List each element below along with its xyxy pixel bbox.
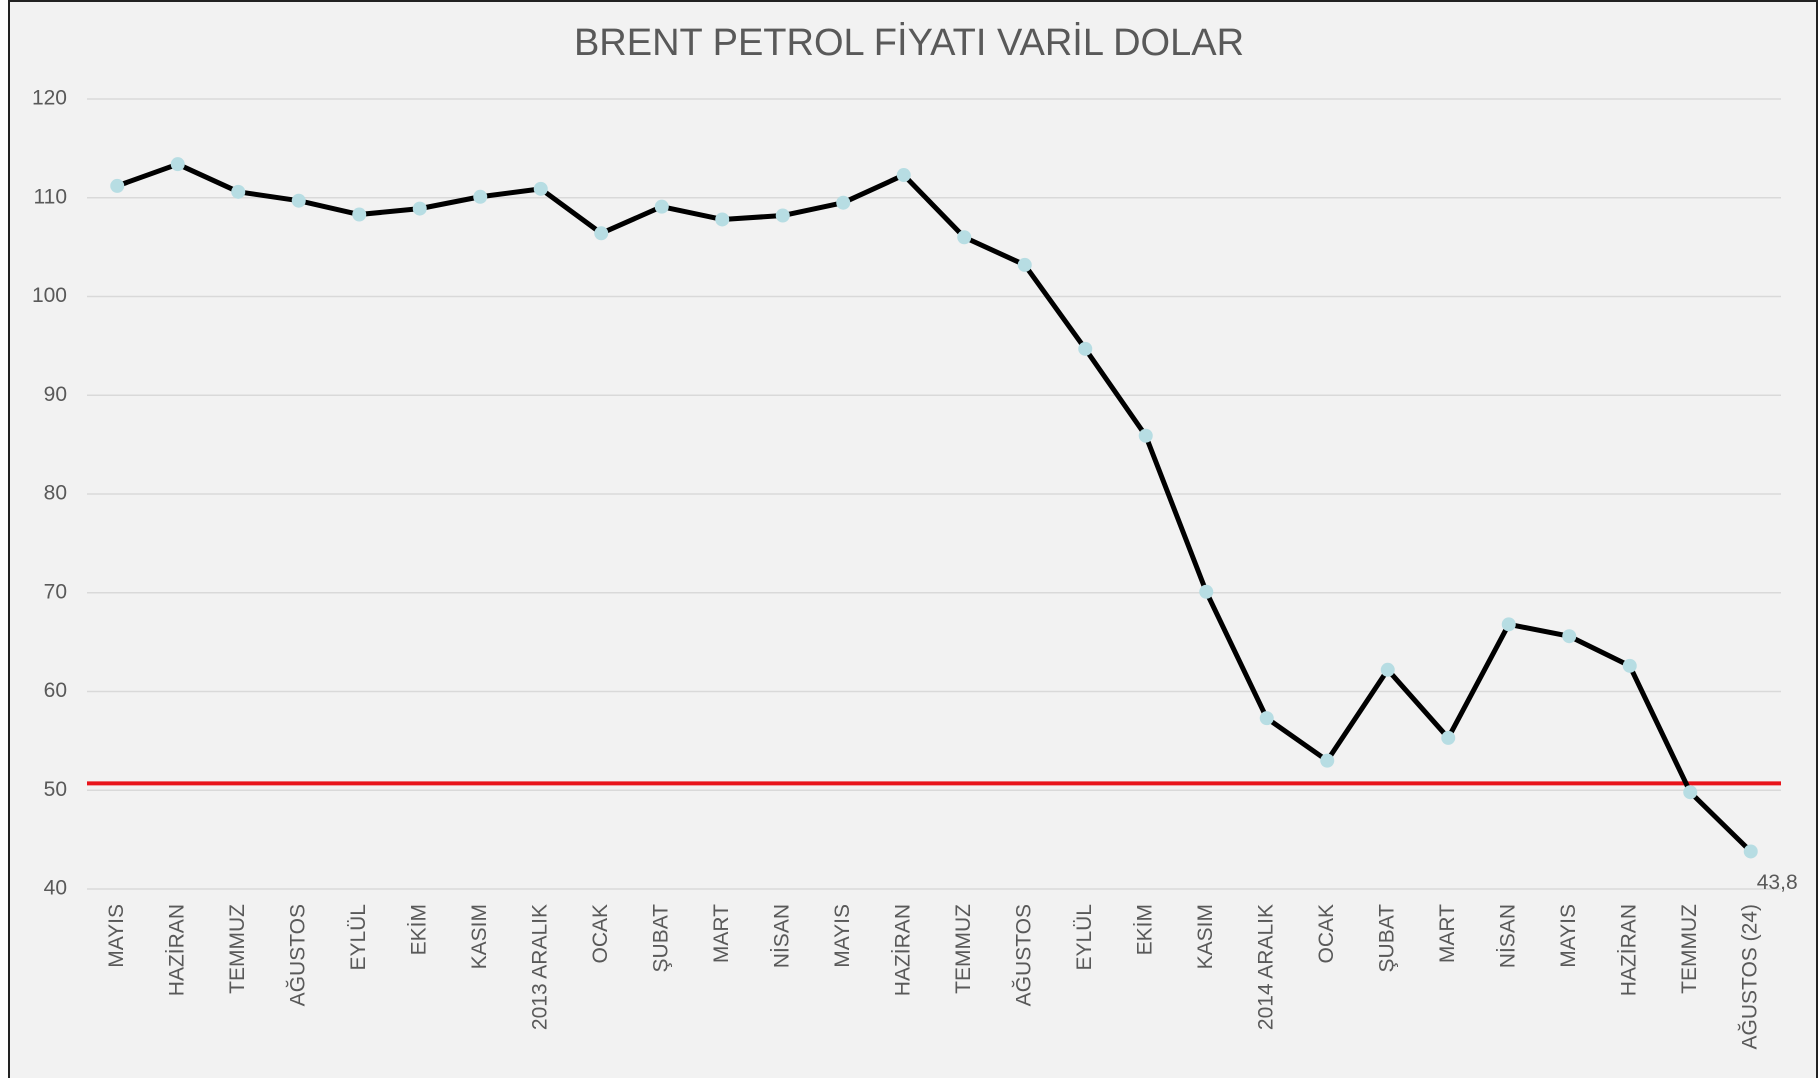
data-point [412,201,427,216]
x-tick-label: NİSAN [770,904,793,968]
x-tick-label: HAZİRAN [891,904,914,996]
data-point [654,199,669,214]
data-point [1078,341,1093,356]
data-line [116,161,1753,854]
x-tick-label: EYLÜL [347,904,370,971]
data-point [110,178,125,193]
data-point [291,193,306,208]
x-tick-label: MART [710,904,733,963]
data-point [1017,257,1032,272]
data-point [1622,658,1637,673]
data-point [836,195,851,210]
x-tick-label: MART [1436,904,1459,963]
data-point [533,181,548,196]
x-tick-label: EYLÜL [1073,904,1096,971]
x-tick-label: HAZİRAN [1617,904,1640,996]
y-tick-label: 70 [44,580,67,603]
y-tick-label: 80 [44,482,67,505]
x-tick-label: HAZİRAN [165,904,188,996]
x-tick-label: AĞUSTOS (24) [1738,904,1761,1049]
y-tick-label: 90 [44,383,67,406]
data-point [352,207,367,222]
x-tick-label: AĞUSTOS [1012,904,1035,1006]
data-point [1320,753,1335,768]
x-tick-label: 2013 ARALIK [528,904,551,1030]
x-tick-label: KASIM [468,904,491,969]
data-point [170,157,185,172]
data-point [1138,428,1153,443]
x-tick-label: TEMMUZ [952,904,975,994]
data-point [1199,584,1214,599]
y-tick-label: 110 [34,185,67,208]
x-tick-label: EKİM [407,904,430,955]
x-tick-label: OCAK [1315,904,1338,964]
y-tick-label: 50 [44,778,67,801]
data-point [473,189,488,204]
data-point [775,208,790,223]
chart-title: BRENT PETROL FİYATI VARİL DOLAR [574,21,1244,64]
data-point [231,184,246,199]
x-tick-label: MAYIS [1557,904,1580,968]
x-tick-label: ŞUBAT [649,904,672,973]
x-tick-label: NİSAN [1496,904,1519,968]
y-tick-label: 100 [32,284,67,307]
data-point [1562,629,1577,644]
data-point [1441,730,1456,745]
data-point [715,212,730,227]
x-tick-label: 2014 ARALIK [1254,904,1277,1030]
x-tick-label: KASIM [1194,904,1217,969]
data-point [1683,785,1698,800]
y-tick-label: 120 [32,87,67,110]
y-tick-label: 40 [44,877,67,900]
x-tick-label: MAYIS [105,904,128,968]
x-tick-label: TEMMUZ [226,904,249,994]
x-tick-label: EKİM [1133,904,1156,955]
data-point [594,226,609,241]
x-tick-label: ŞUBAT [1375,904,1398,973]
y-tick-label: 60 [44,679,67,702]
data-label: 43,8 [1757,871,1798,894]
x-tick-label: AĞUSTOS [286,904,309,1006]
data-point [1501,617,1516,632]
x-tick-label: MAYIS [831,904,854,968]
data-point [1743,844,1758,859]
data-point [896,168,911,183]
data-point [1380,662,1395,677]
data-point [1259,711,1274,726]
x-tick-label: TEMMUZ [1678,904,1701,994]
x-tick-label: OCAK [589,904,612,964]
data-point [957,230,972,245]
chart-area [8,0,1818,1078]
